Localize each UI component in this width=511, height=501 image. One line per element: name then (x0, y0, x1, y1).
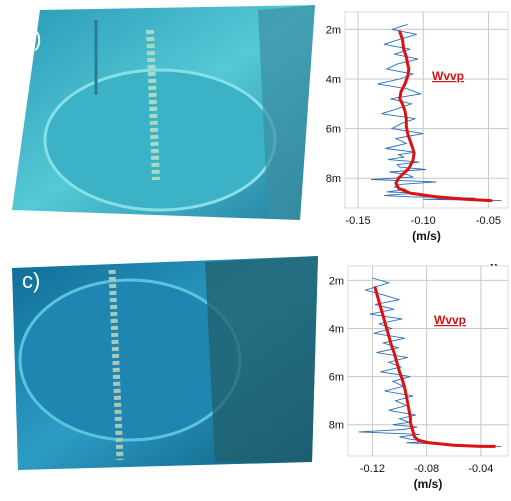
y-tick-label: 8m (329, 420, 344, 432)
x-tick-label: -0.04 (468, 463, 493, 475)
x-tick-label: -0.05 (476, 215, 501, 227)
y-tick-label: 4m (326, 74, 341, 86)
x-tick-label: -0.10 (411, 215, 436, 227)
raw-velocity-line (358, 277, 502, 447)
fitted-velocity-line (373, 286, 496, 448)
plot-area (344, 11, 509, 209)
x-tick-label: -0.08 (414, 463, 439, 475)
x-axis-unit: (m/s) (412, 229, 441, 243)
fitted-velocity-line (394, 30, 493, 203)
x-tick-label: -0.15 (346, 215, 371, 227)
series-label: Wvvp (432, 69, 464, 83)
x-tick-label: -0.12 (360, 463, 385, 475)
y-tick-label: 4m (329, 324, 344, 336)
y-tick-label: 2m (329, 275, 344, 287)
panel-label-c: c) (22, 268, 41, 293)
raw-velocity-line (371, 23, 502, 202)
panel-label-a: a) (22, 26, 42, 51)
x-axis-unit: (m/s) (414, 477, 443, 491)
y-tick-label: 6m (329, 372, 344, 384)
y-tick-label: 2m (326, 24, 341, 36)
y-tick-label: 8m (326, 173, 341, 185)
y-tick-label: 6m (326, 124, 341, 136)
series-label: Wvvp (434, 313, 466, 327)
